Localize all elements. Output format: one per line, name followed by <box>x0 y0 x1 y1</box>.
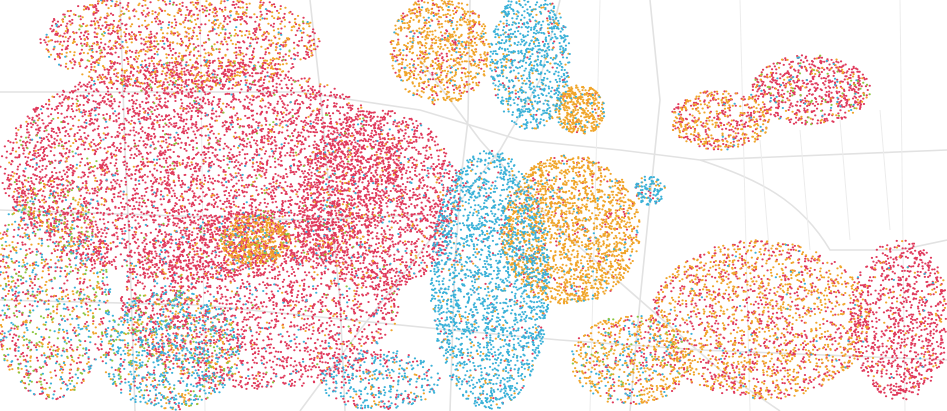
road <box>699 159 947 251</box>
dot-layer <box>1 3 871 407</box>
road <box>199 0 906 411</box>
road <box>309 0 346 411</box>
road <box>759 109 891 261</box>
